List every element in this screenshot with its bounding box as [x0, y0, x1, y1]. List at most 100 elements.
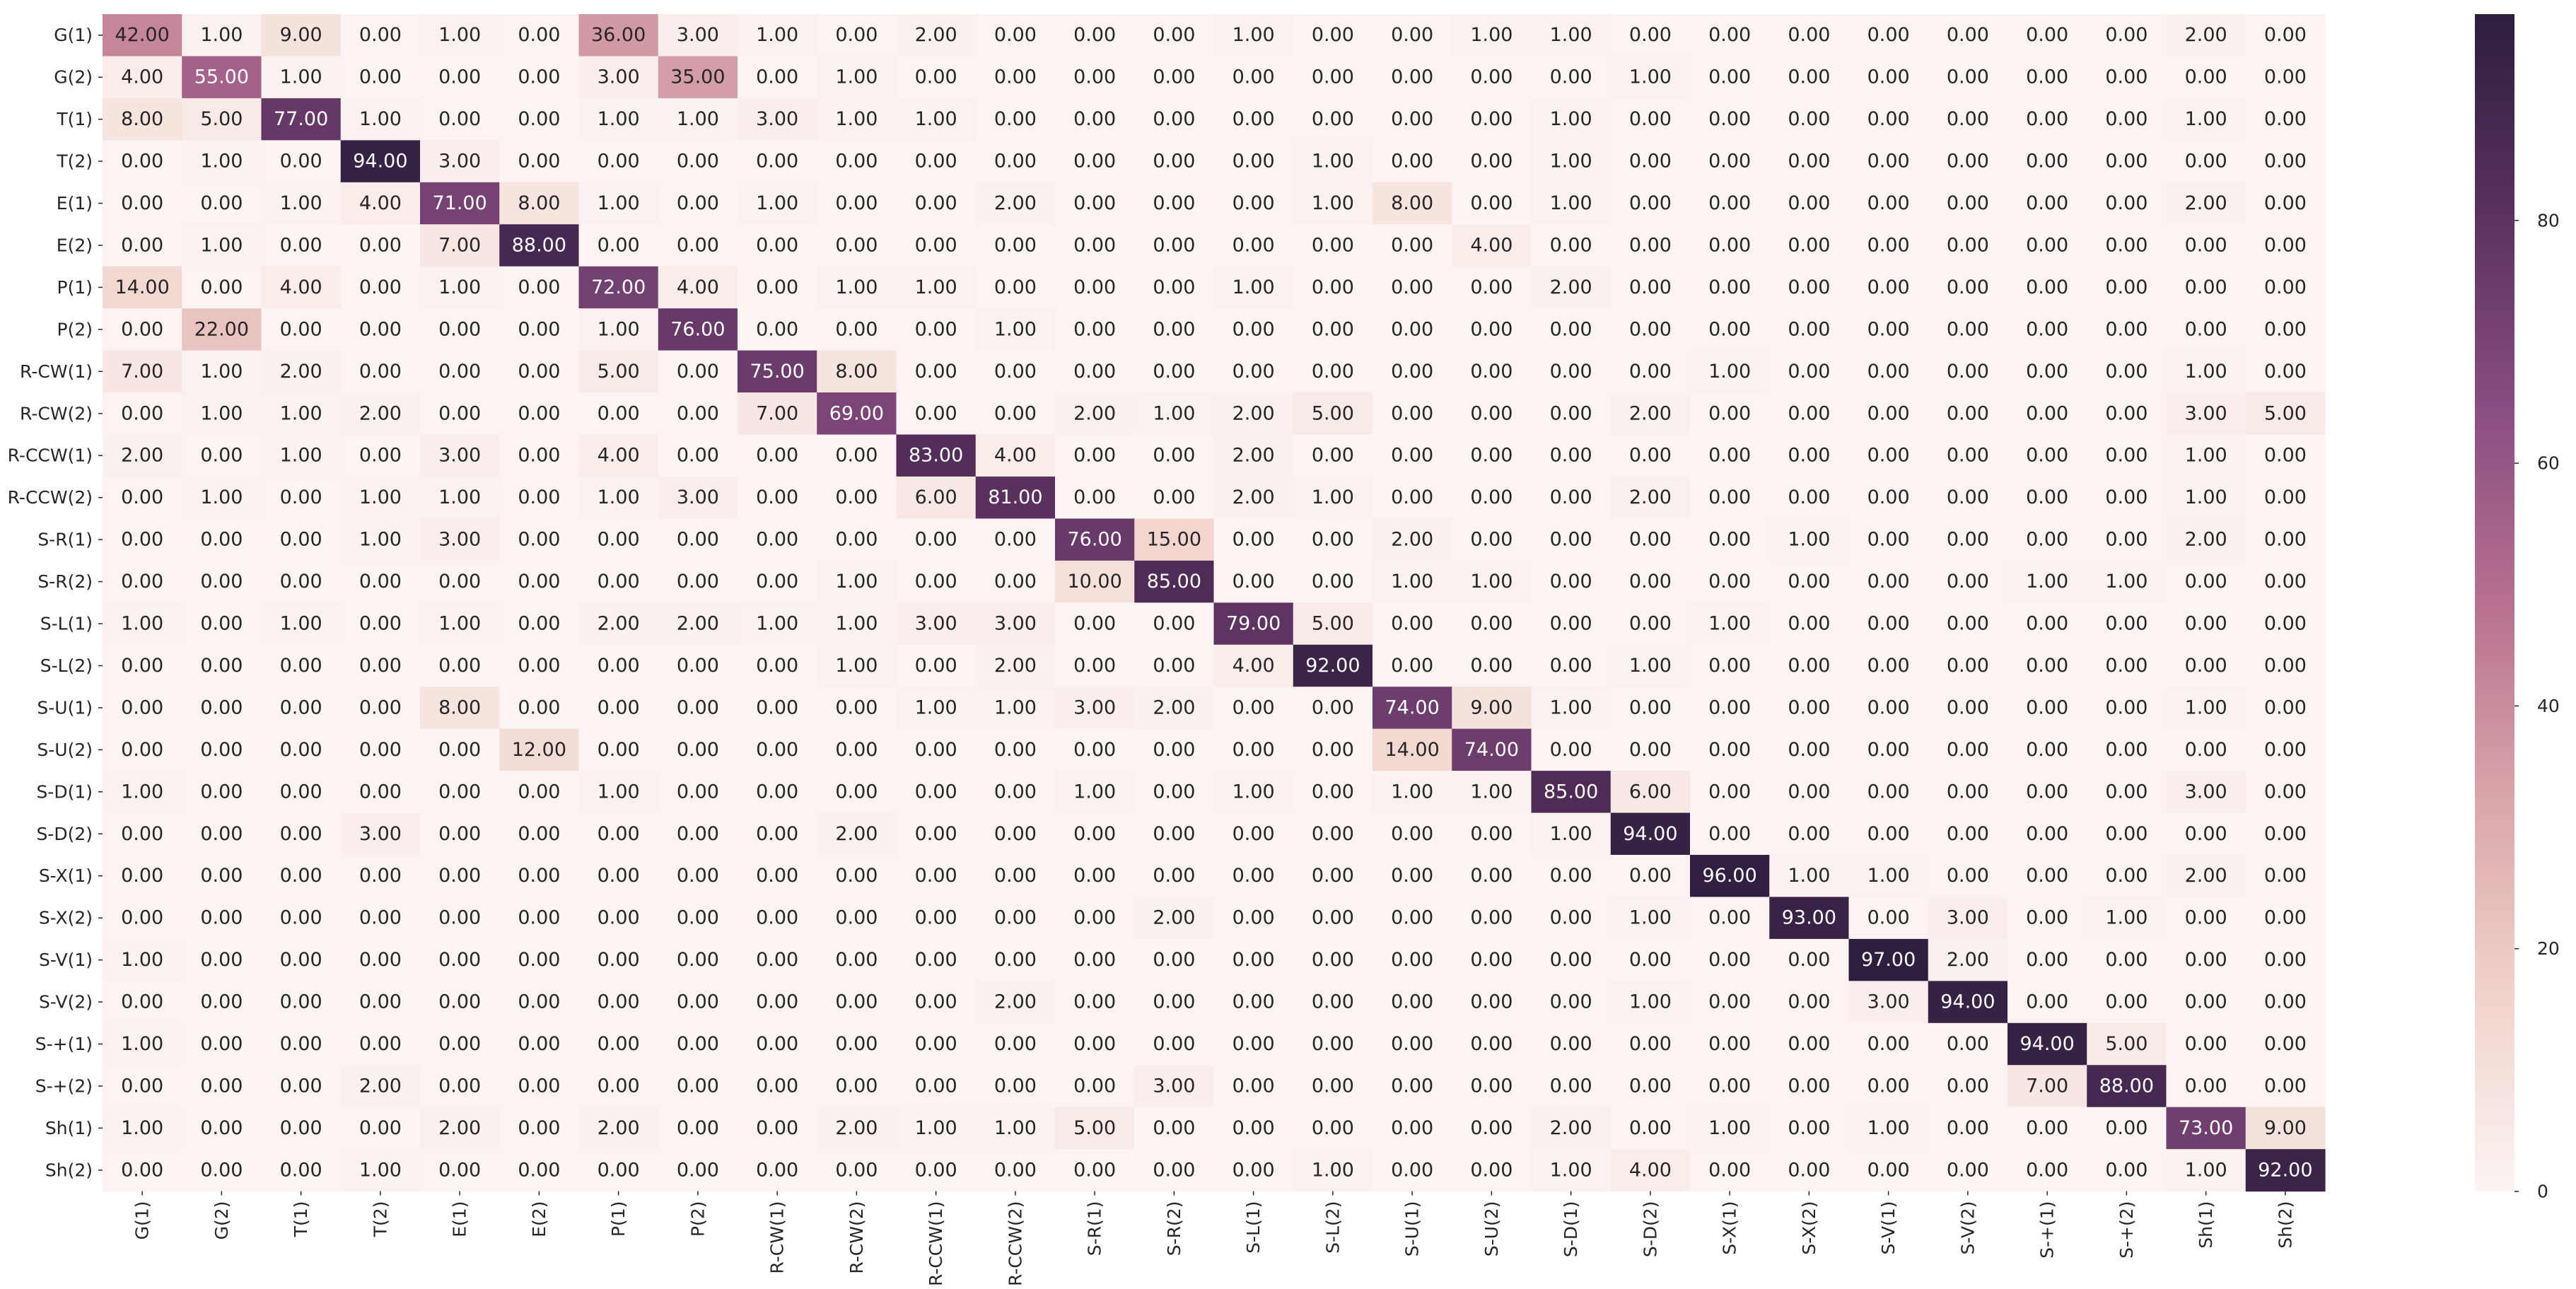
colorbar-tick-label: 80	[2537, 210, 2560, 231]
heatmap-cell	[1690, 602, 1770, 646]
cell-value-label: 0.00	[677, 402, 719, 424]
cell-value-label: 0.00	[2026, 529, 2068, 551]
heatmap-cell	[1531, 1065, 1612, 1108]
heatmap-cell	[1928, 350, 2008, 393]
heatmap-cell	[1055, 308, 1135, 351]
cell-value-label: 8.00	[835, 361, 878, 383]
cell-value-label: 0.00	[2026, 276, 2068, 298]
cell-value-label: 0.00	[1312, 1117, 1354, 1139]
heatmap-cell	[1531, 56, 1612, 99]
heatmap-cell	[1372, 602, 1452, 646]
cell-value-label: 0.00	[2264, 318, 2307, 340]
cell-value-label: 1.00	[1391, 781, 1433, 803]
heatmap-cell	[103, 98, 182, 141]
heatmap-cell	[1531, 224, 1612, 267]
cell-value-label: 0.00	[1391, 1117, 1433, 1139]
heatmap-cell	[2007, 1022, 2087, 1066]
cell-value-label: 2.00	[1550, 276, 1592, 298]
cell-value-label: 0.00	[2185, 1033, 2227, 1055]
cell-value-label: 8.00	[438, 696, 481, 718]
heatmap-cell	[1928, 224, 2008, 267]
heatmap-cell	[2166, 1107, 2246, 1150]
heatmap-cell	[1452, 308, 1532, 351]
cell-value-label: 0.00	[915, 1075, 957, 1097]
cell-value-label: 0.00	[915, 907, 957, 929]
row-tick-label: S-D(2)	[36, 824, 93, 844]
cell-value-label: 2.00	[1947, 949, 1989, 971]
heatmap-cell	[1690, 392, 1770, 436]
cell-value-label: 0.00	[1232, 696, 1275, 718]
cell-value-label: 0.00	[1470, 823, 1513, 845]
cell-value-label: 0.00	[1550, 318, 1592, 340]
cell-value-label: 0.00	[677, 781, 719, 803]
cell-value-label: 0.00	[518, 486, 560, 508]
cell-value-label: 2.00	[994, 991, 1037, 1013]
heatmap-cell	[1769, 14, 1850, 57]
cell-value-label: 0.00	[1550, 907, 1592, 929]
cell-value-label: 0.00	[1153, 445, 1195, 467]
cell-value-label: 0.00	[756, 445, 798, 467]
heatmap-cell	[103, 350, 182, 393]
cell-value-label: 1.00	[1708, 1117, 1751, 1139]
heatmap-cell	[2166, 1065, 2246, 1108]
heatmap-cell	[1690, 476, 1770, 519]
cell-value-label: 6.00	[915, 486, 957, 508]
heatmap-cell	[738, 1065, 817, 1108]
cell-value-label: 0.00	[835, 991, 878, 1013]
heatmap-cell	[1531, 98, 1612, 141]
heatmap-cell	[817, 266, 897, 309]
cell-value-label: 0.00	[2026, 991, 2068, 1013]
cell-value-label: 0.00	[1391, 402, 1433, 424]
column-tick-label: R-CW(2)	[846, 1201, 867, 1274]
cell-value-label: 14.00	[1385, 739, 1439, 761]
cell-value-label: 0.00	[2026, 655, 2068, 677]
cell-value-label: 2.00	[359, 1075, 402, 1097]
cell-value-label: 9.00	[1470, 696, 1513, 718]
heatmap-cell	[817, 771, 897, 814]
cell-value-label: 55.00	[194, 66, 249, 88]
cell-value-label: 0.00	[2105, 696, 2147, 718]
column-tick-label: S-V(1)	[1878, 1201, 1899, 1255]
cell-value-label: 0.00	[1470, 1033, 1513, 1055]
heatmap-cell	[2166, 560, 2246, 603]
heatmap-cell	[1690, 14, 1770, 57]
heatmap-cell	[420, 182, 500, 225]
cell-value-label: 0.00	[359, 696, 402, 718]
cell-value-label: 0.00	[1708, 108, 1751, 130]
heatmap-cell	[817, 182, 897, 225]
heatmap-cell	[1769, 98, 1850, 141]
heatmap-cell	[1452, 855, 1532, 898]
heatmap-cell	[1769, 308, 1850, 351]
cell-value-label: 0.00	[1947, 1159, 1989, 1181]
heatmap-cell	[896, 182, 977, 225]
heatmap-cell	[499, 392, 580, 436]
heatmap-cell	[2166, 981, 2246, 1024]
cell-value-label: 0.00	[598, 949, 640, 971]
heatmap-cell	[896, 434, 977, 477]
cell-value-label: 0.00	[280, 1033, 322, 1055]
heatmap-cell	[1690, 98, 1770, 141]
heatmap-cell	[1293, 224, 1373, 267]
heatmap-cell	[499, 1022, 580, 1066]
heatmap-cell	[1531, 350, 1612, 393]
heatmap-cell	[1213, 266, 1294, 309]
cell-value-label: 1.00	[2185, 445, 2227, 467]
heatmap-cell	[1372, 434, 1452, 477]
heatmap-cell	[1610, 308, 1691, 351]
heatmap-cell	[1531, 938, 1612, 981]
heatmap-cell	[1372, 392, 1452, 436]
heatmap-cell	[2087, 1149, 2167, 1192]
heatmap-cell	[2007, 812, 2087, 856]
heatmap-cell	[1928, 182, 2008, 225]
cell-value-label: 5.00	[1312, 613, 1354, 635]
cell-value-label: 0.00	[1232, 108, 1275, 130]
heatmap-cell	[1213, 308, 1294, 351]
heatmap-cell	[1690, 1107, 1770, 1150]
cell-value-label: 0.00	[1391, 486, 1433, 508]
cell-value-label: 1.00	[1629, 66, 1672, 88]
cell-value-label: 0.00	[835, 949, 878, 971]
cell-value-label: 3.00	[1867, 991, 1910, 1013]
cell-value-label: 7.00	[121, 361, 163, 383]
cell-value-label: 0.00	[1867, 739, 1910, 761]
